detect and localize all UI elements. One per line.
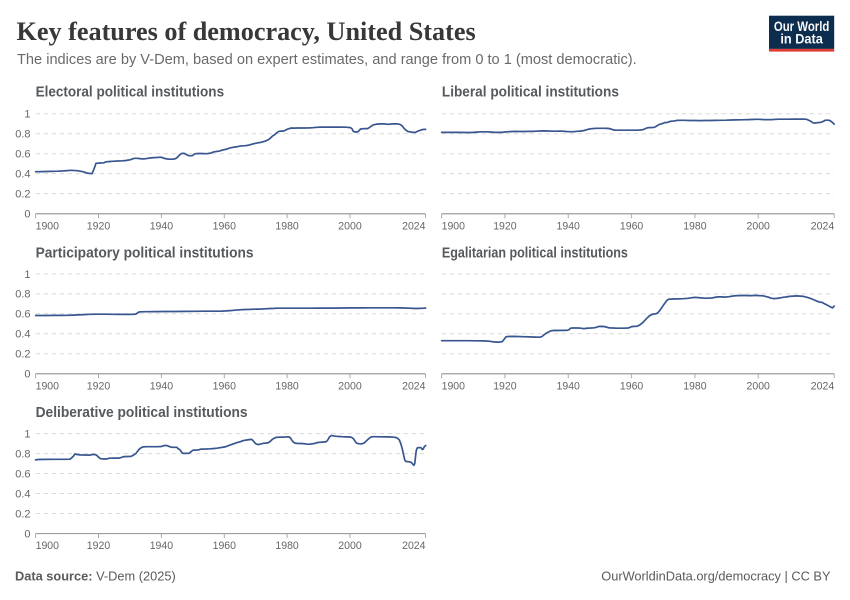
svg-text:2000: 2000 xyxy=(747,380,770,392)
svg-text:1940: 1940 xyxy=(150,540,173,552)
svg-text:Deliberative political institu: Deliberative political institutions xyxy=(36,405,248,421)
svg-text:2000: 2000 xyxy=(338,220,361,232)
svg-text:1: 1 xyxy=(24,109,30,121)
svg-text:0.6: 0.6 xyxy=(15,309,30,321)
svg-text:0.6: 0.6 xyxy=(15,149,30,161)
svg-text:1900: 1900 xyxy=(36,540,59,552)
svg-text:Electoral political institutio: Electoral political institutions xyxy=(36,85,225,101)
svg-text:0.2: 0.2 xyxy=(15,349,30,361)
svg-text:Data source: V-Dem (2025): Data source: V-Dem (2025) xyxy=(15,569,176,584)
svg-text:1920: 1920 xyxy=(493,380,516,392)
svg-text:Key features of democracy, Uni: Key features of democracy, United States xyxy=(17,17,476,46)
svg-text:0.8: 0.8 xyxy=(15,129,30,141)
svg-text:1900: 1900 xyxy=(36,220,59,232)
svg-text:0.2: 0.2 xyxy=(15,508,30,520)
svg-text:OurWorldinData.org/democracy |: OurWorldinData.org/democracy | CC BY xyxy=(601,569,831,584)
svg-text:2024: 2024 xyxy=(811,380,834,392)
svg-text:2000: 2000 xyxy=(338,540,361,552)
svg-text:1960: 1960 xyxy=(620,380,643,392)
svg-text:1920: 1920 xyxy=(87,220,110,232)
svg-text:1900: 1900 xyxy=(442,220,465,232)
svg-text:0.2: 0.2 xyxy=(15,189,30,201)
svg-text:1920: 1920 xyxy=(87,540,110,552)
svg-text:The indices are by V-Dem, base: The indices are by V-Dem, based on exper… xyxy=(17,52,637,68)
svg-text:0.8: 0.8 xyxy=(15,449,30,461)
svg-text:0.4: 0.4 xyxy=(15,488,30,500)
svg-text:2024: 2024 xyxy=(402,540,425,552)
svg-text:1980: 1980 xyxy=(275,380,298,392)
svg-text:0.6: 0.6 xyxy=(15,468,30,480)
svg-text:1960: 1960 xyxy=(620,220,643,232)
svg-text:1920: 1920 xyxy=(493,220,516,232)
svg-text:1920: 1920 xyxy=(87,380,110,392)
svg-text:2000: 2000 xyxy=(338,380,361,392)
svg-text:1940: 1940 xyxy=(557,380,580,392)
svg-text:1960: 1960 xyxy=(213,220,236,232)
svg-text:Our World: Our World xyxy=(774,18,830,34)
svg-text:0: 0 xyxy=(24,369,30,381)
svg-text:1900: 1900 xyxy=(442,380,465,392)
svg-text:1980: 1980 xyxy=(683,380,706,392)
svg-text:1980: 1980 xyxy=(275,220,298,232)
svg-text:2024: 2024 xyxy=(402,220,425,232)
svg-text:1960: 1960 xyxy=(213,540,236,552)
svg-text:in Data: in Data xyxy=(780,31,823,47)
svg-text:1980: 1980 xyxy=(683,220,706,232)
svg-text:1: 1 xyxy=(24,429,30,441)
svg-text:1940: 1940 xyxy=(150,380,173,392)
svg-text:Participatory political instit: Participatory political institutions xyxy=(36,245,254,261)
svg-text:0.8: 0.8 xyxy=(15,289,30,301)
svg-text:Egalitarian political institut: Egalitarian political institutions xyxy=(442,245,628,261)
svg-text:2000: 2000 xyxy=(747,220,770,232)
svg-text:1: 1 xyxy=(24,269,30,281)
svg-text:1940: 1940 xyxy=(557,220,580,232)
svg-text:0.4: 0.4 xyxy=(15,329,30,341)
svg-text:1960: 1960 xyxy=(213,380,236,392)
svg-text:1900: 1900 xyxy=(36,380,59,392)
svg-text:2024: 2024 xyxy=(811,220,834,232)
svg-text:Liberal political institutions: Liberal political institutions xyxy=(442,85,619,101)
svg-text:1980: 1980 xyxy=(275,540,298,552)
svg-text:0: 0 xyxy=(24,209,30,221)
svg-text:0: 0 xyxy=(24,528,30,540)
svg-text:2024: 2024 xyxy=(402,380,425,392)
svg-text:1940: 1940 xyxy=(150,220,173,232)
svg-text:0.4: 0.4 xyxy=(15,169,30,181)
